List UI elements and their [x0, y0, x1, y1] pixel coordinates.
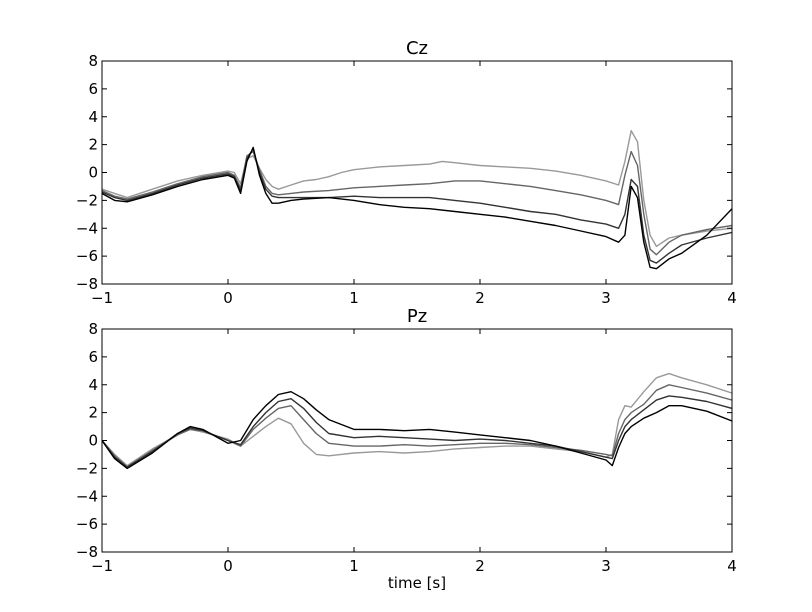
y-tick-label: 6 [88, 348, 98, 366]
x-tick-label: 0 [223, 289, 233, 307]
y-tick-label: 6 [88, 80, 98, 98]
series-line-3 [102, 148, 732, 264]
x-tick-label: 3 [601, 557, 611, 575]
x-axis-label: time [s] [388, 574, 446, 592]
x-tick-label: 1 [349, 557, 359, 575]
series-line-1 [102, 129, 732, 248]
chart-title: Cz [406, 38, 428, 59]
y-tick-label: 2 [88, 136, 98, 154]
chart-title: Pz [407, 306, 427, 327]
x-tick-label: 0 [223, 557, 233, 575]
plot-frame [101, 328, 733, 553]
y-tick-label: 4 [88, 108, 98, 126]
y-tick-label: −4 [76, 487, 98, 505]
x-tick-label: −1 [91, 557, 113, 575]
y-tick-label: 8 [88, 52, 98, 70]
series-group [102, 372, 732, 470]
series-line-4 [102, 146, 732, 270]
series-line-4 [102, 391, 732, 470]
y-tick-label: −2 [76, 459, 98, 477]
y-tick-label: −8 [76, 275, 98, 293]
y-tick-label: 0 [88, 164, 98, 182]
y-tick-label: −6 [76, 515, 98, 533]
y-tick-label: 0 [88, 432, 98, 450]
x-tick-label: 2 [475, 289, 485, 307]
series-group [102, 129, 732, 270]
series-line-1 [102, 372, 732, 467]
chart-panel-cz: −1 0 1 2 3 4 −8 −6 −4 −2 0 2 4 6 8 Cz [76, 38, 737, 307]
plot-frame [101, 60, 733, 285]
x-tick-label: 4 [727, 557, 737, 575]
chart-panel-pz: −1 0 1 2 3 4 −8 −6 −4 −2 0 2 4 6 8 Pz time [s] [76, 306, 737, 592]
series-line-3 [102, 395, 732, 468]
series-line-2 [102, 150, 732, 256]
y-tick-label: −6 [76, 247, 98, 265]
x-tick-label: −1 [91, 289, 113, 307]
x-tick-label: 1 [349, 289, 359, 307]
series-line-2 [102, 384, 732, 468]
x-tick-label: 4 [727, 289, 737, 307]
y-tick-label: −2 [76, 191, 98, 209]
x-tick-label: 2 [475, 557, 485, 575]
y-tick-label: 2 [88, 404, 98, 422]
y-tick-label: −4 [76, 219, 98, 237]
y-tick-label: 4 [88, 376, 98, 394]
y-tick-label: −8 [76, 543, 98, 561]
y-tick-label: 8 [88, 320, 98, 338]
x-tick-label: 3 [601, 289, 611, 307]
